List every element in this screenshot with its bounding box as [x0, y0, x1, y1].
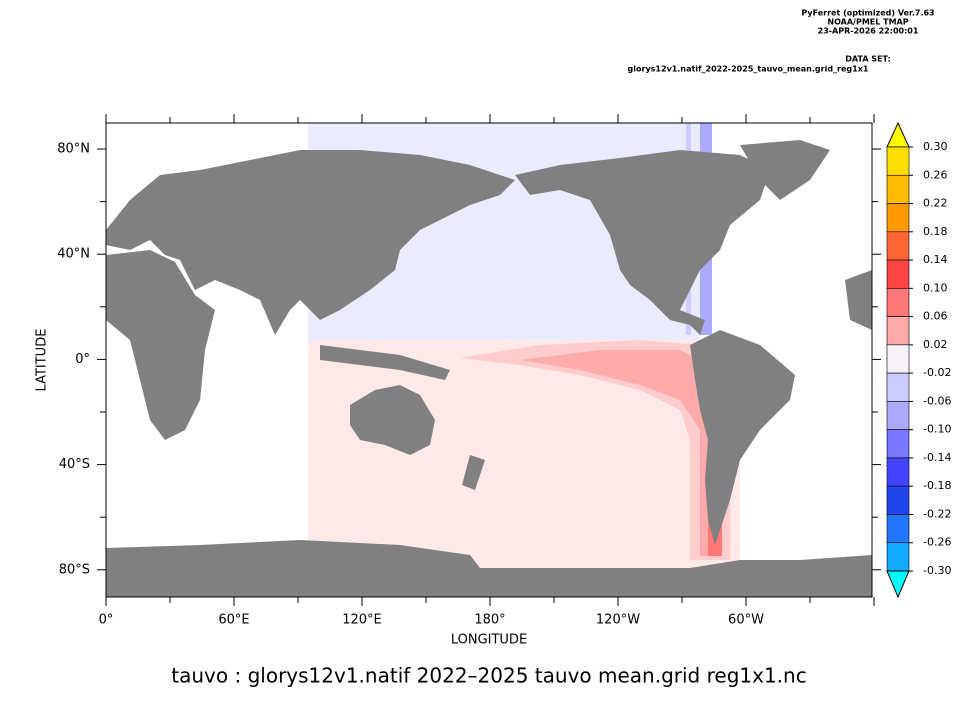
colorbar-label: 0.02	[923, 338, 948, 351]
colorbar-band	[886, 259, 910, 289]
colorbar-label: -0.26	[923, 536, 951, 549]
colorbar-label: 0.30	[923, 140, 948, 153]
colorbar-band	[886, 344, 910, 374]
colorbar-label: 0.22	[923, 197, 948, 210]
colorbar-label: -0.02	[923, 366, 951, 379]
colorbar-label: 0.10	[923, 281, 948, 294]
y-tick-label: 40°S	[59, 457, 90, 472]
colorbar-label: -0.22	[923, 507, 951, 520]
colorbar-band	[886, 372, 910, 402]
x-tick-label: 120°W	[596, 613, 640, 628]
x-tick-label: 60°W	[728, 613, 764, 628]
colorbar-band	[886, 485, 910, 515]
colorbar-band	[886, 457, 910, 487]
colorbar-band	[886, 542, 910, 572]
colorbar-band	[886, 203, 910, 233]
header-line: PyFerret (optimized) Ver.7.63	[801, 9, 934, 18]
colorbar-band	[886, 146, 910, 176]
x-tick-label: 180°	[474, 613, 505, 628]
y-tick-label: 80°N	[57, 142, 90, 157]
colorbar-band	[886, 514, 910, 544]
x-tick-label: 60°E	[218, 613, 249, 628]
colorbar-label: 0.14	[923, 253, 948, 266]
colorbar-label: -0.14	[923, 451, 951, 464]
header-line: 23-APR-2026 22:00:01	[818, 27, 919, 36]
x-tick-label: 120°E	[342, 613, 382, 628]
plot-title: tauvo : glorys12v1.natif 2022–2025 tauvo…	[171, 664, 806, 688]
colorbar-label: -0.06	[923, 394, 951, 407]
colorbar-label: -0.18	[923, 479, 951, 492]
colorbar-label: -0.10	[923, 423, 951, 436]
field-band	[460, 340, 730, 560]
y-tick-label: 40°N	[57, 247, 90, 262]
plot-area	[105, 122, 873, 598]
colorbar: 0.30 0.26 0.22 0.18 0.14 0.10 0.06 0.02 -0.02 -0.…	[886, 121, 951, 599]
colorbar-label: 0.18	[923, 225, 948, 238]
colorbar-band	[886, 316, 910, 346]
colorbar-band	[886, 401, 910, 430]
colorbar-band	[886, 429, 910, 459]
colorbar-arrow	[886, 121, 910, 148]
colorbar-label: 0.06	[923, 310, 948, 323]
y-tick-label: 0°	[75, 352, 90, 367]
colorbar-band	[886, 288, 910, 317]
land	[106, 140, 872, 597]
axes: 0° 60°E 120°E 180° 120°W 60°W 80°N 40°N 0° 40°S 80…	[57, 114, 881, 628]
dataset-name: glorys12v1.natif_2022-2025_tauvo_mean.gr…	[628, 65, 869, 74]
colorbar-label: 0.26	[923, 168, 948, 181]
y-tick-label: 80°S	[59, 562, 90, 577]
y-axis-label: LATITUDE	[35, 329, 50, 392]
x-axis-label: LONGITUDE	[451, 633, 527, 648]
dataset-label: DATA SET:	[845, 55, 890, 64]
plot-frame	[105, 122, 873, 598]
x-tick-label: 0°	[99, 613, 114, 628]
header-line: NOAA/PMEL TMAP	[827, 18, 908, 27]
colorbar-arrow	[886, 570, 910, 599]
colorbar-band	[886, 174, 910, 204]
field-band	[520, 350, 722, 556]
colorbar-band	[886, 231, 910, 261]
colorbar-label: -0.30	[923, 564, 951, 577]
